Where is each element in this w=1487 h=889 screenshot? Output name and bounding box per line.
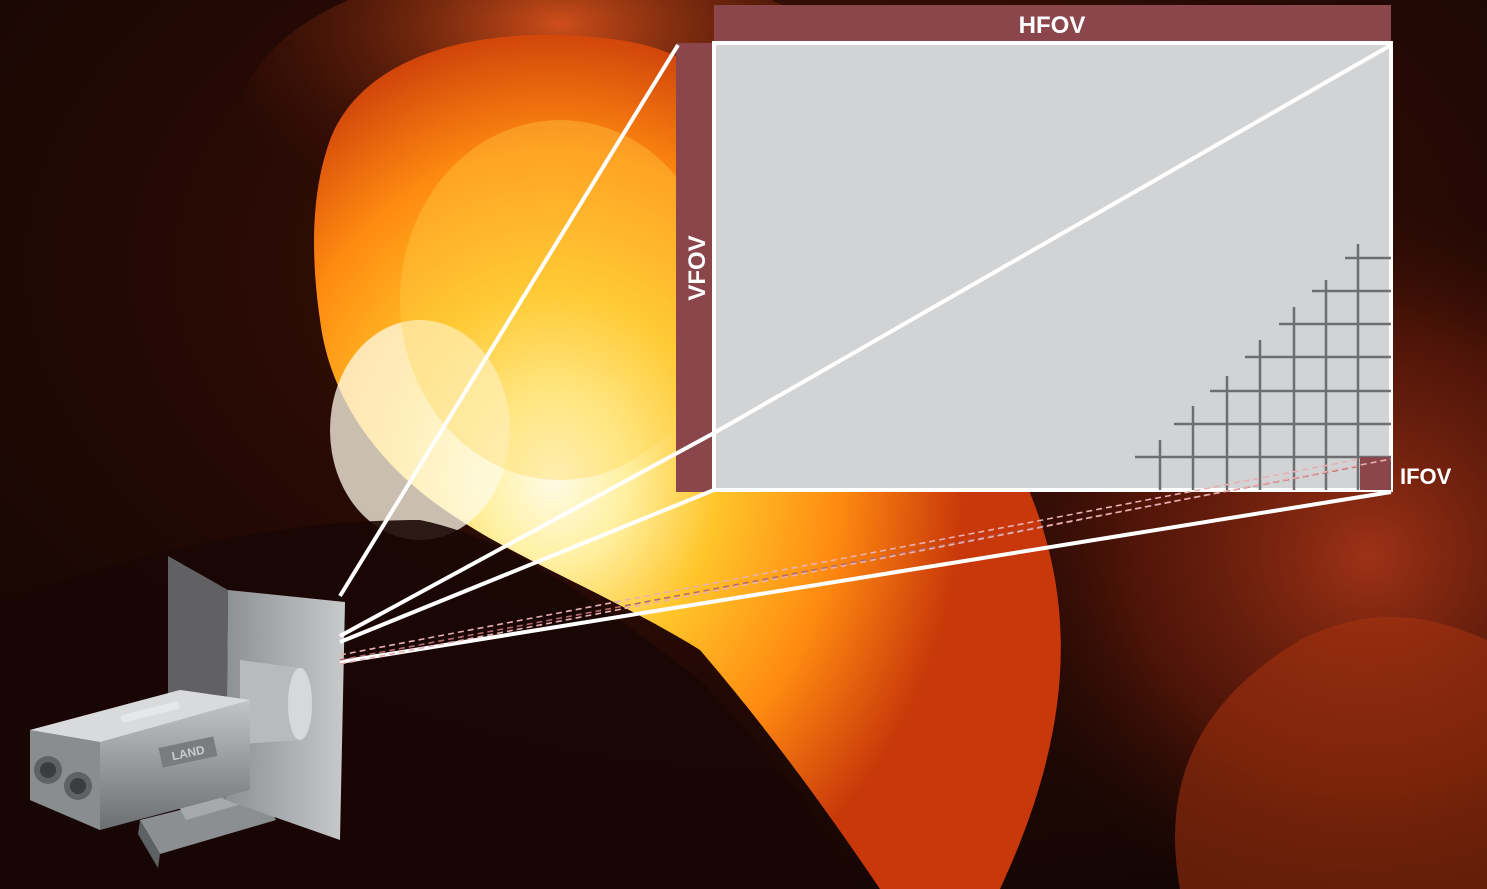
pixel-grid xyxy=(1135,244,1391,490)
hfov-label: HFOV xyxy=(1019,12,1086,39)
ifov-label: IFOV xyxy=(1400,464,1452,489)
hfov-bar xyxy=(714,5,1391,43)
vfov-label: VFOV xyxy=(684,235,711,300)
fov-projection-lines xyxy=(338,43,1392,664)
frame-diagonal xyxy=(713,43,1392,435)
fov-frame xyxy=(712,41,1393,492)
vfov-bar xyxy=(676,43,714,492)
ifov-projection-lines xyxy=(339,458,1392,665)
camera-brand-label: LAND xyxy=(170,743,206,764)
